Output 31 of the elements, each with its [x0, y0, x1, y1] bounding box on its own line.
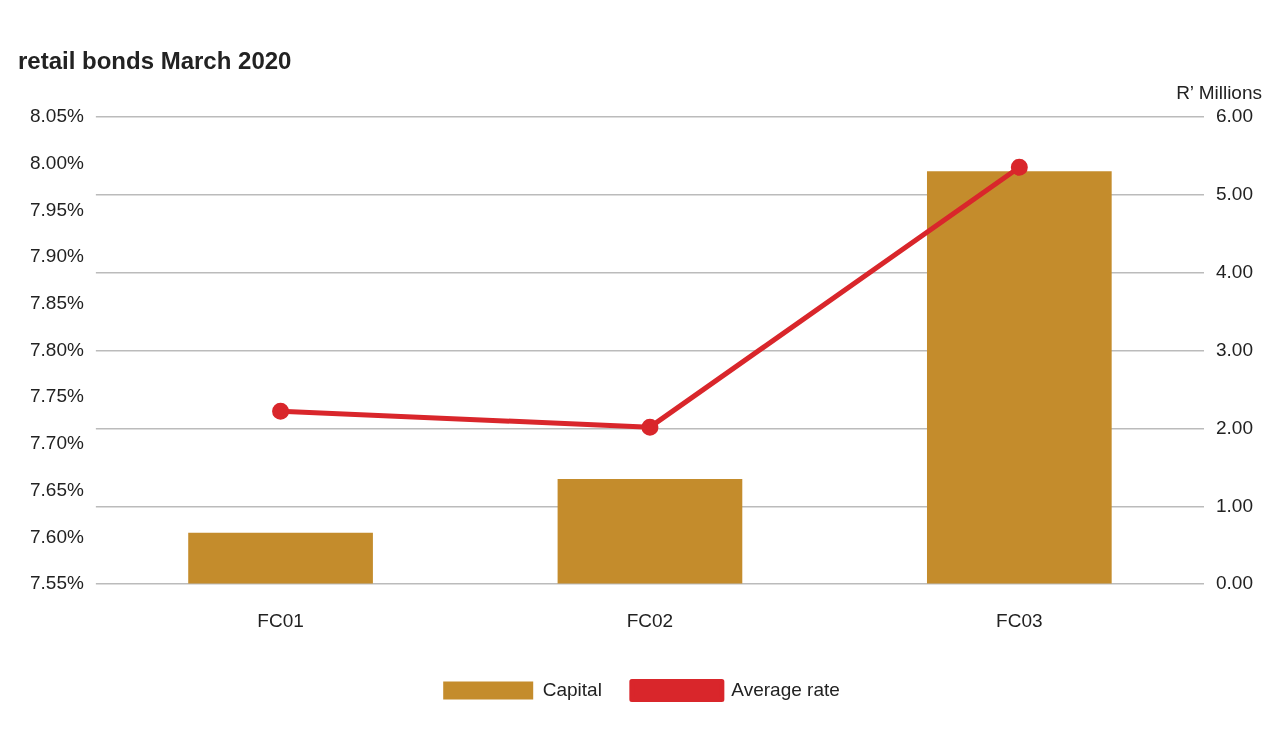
y-tick-label: 7.60% — [30, 525, 84, 547]
y-tick-label: 7.80% — [30, 338, 84, 360]
point — [641, 418, 659, 436]
y2-tick-label: 0.00 — [1216, 572, 1253, 594]
y-tick-label: 7.65% — [30, 478, 84, 500]
point — [1010, 158, 1028, 176]
y-tick-label: 7.90% — [30, 245, 84, 267]
y-tick-label: 7.85% — [30, 291, 84, 313]
y2-tick-label: 2.00 — [1216, 416, 1253, 438]
y-tick-label: 7.55% — [30, 572, 84, 594]
y2-tick-label: 4.00 — [1216, 260, 1253, 282]
x-tick-label: FC01 — [257, 609, 304, 631]
y2-axis-title: R’ Millions — [1176, 81, 1262, 103]
bar — [188, 532, 373, 584]
legend-label: Average rate — [731, 678, 840, 700]
x-tick-label: FC02 — [626, 609, 674, 631]
point — [272, 402, 290, 420]
x-tick-label: FC03 — [996, 609, 1043, 631]
y-tick-label: 8.05% — [30, 105, 84, 127]
y-tick-label: 7.95% — [30, 198, 84, 220]
y2-tick-label: 3.00 — [1216, 338, 1253, 360]
bar — [926, 171, 1112, 584]
y-tick-label: 8.00% — [30, 151, 84, 173]
y2-tick-label: 5.00 — [1216, 182, 1253, 204]
chart-title: retail bonds March 2020 — [18, 47, 292, 75]
y2-tick-label: 1.00 — [1216, 494, 1253, 516]
y2-tick-label: 6.00 — [1216, 105, 1253, 127]
legend-label: Capital — [542, 678, 602, 700]
y-tick-label: 7.75% — [30, 385, 84, 407]
bar — [557, 479, 743, 584]
y-tick-label: 7.70% — [30, 432, 84, 454]
